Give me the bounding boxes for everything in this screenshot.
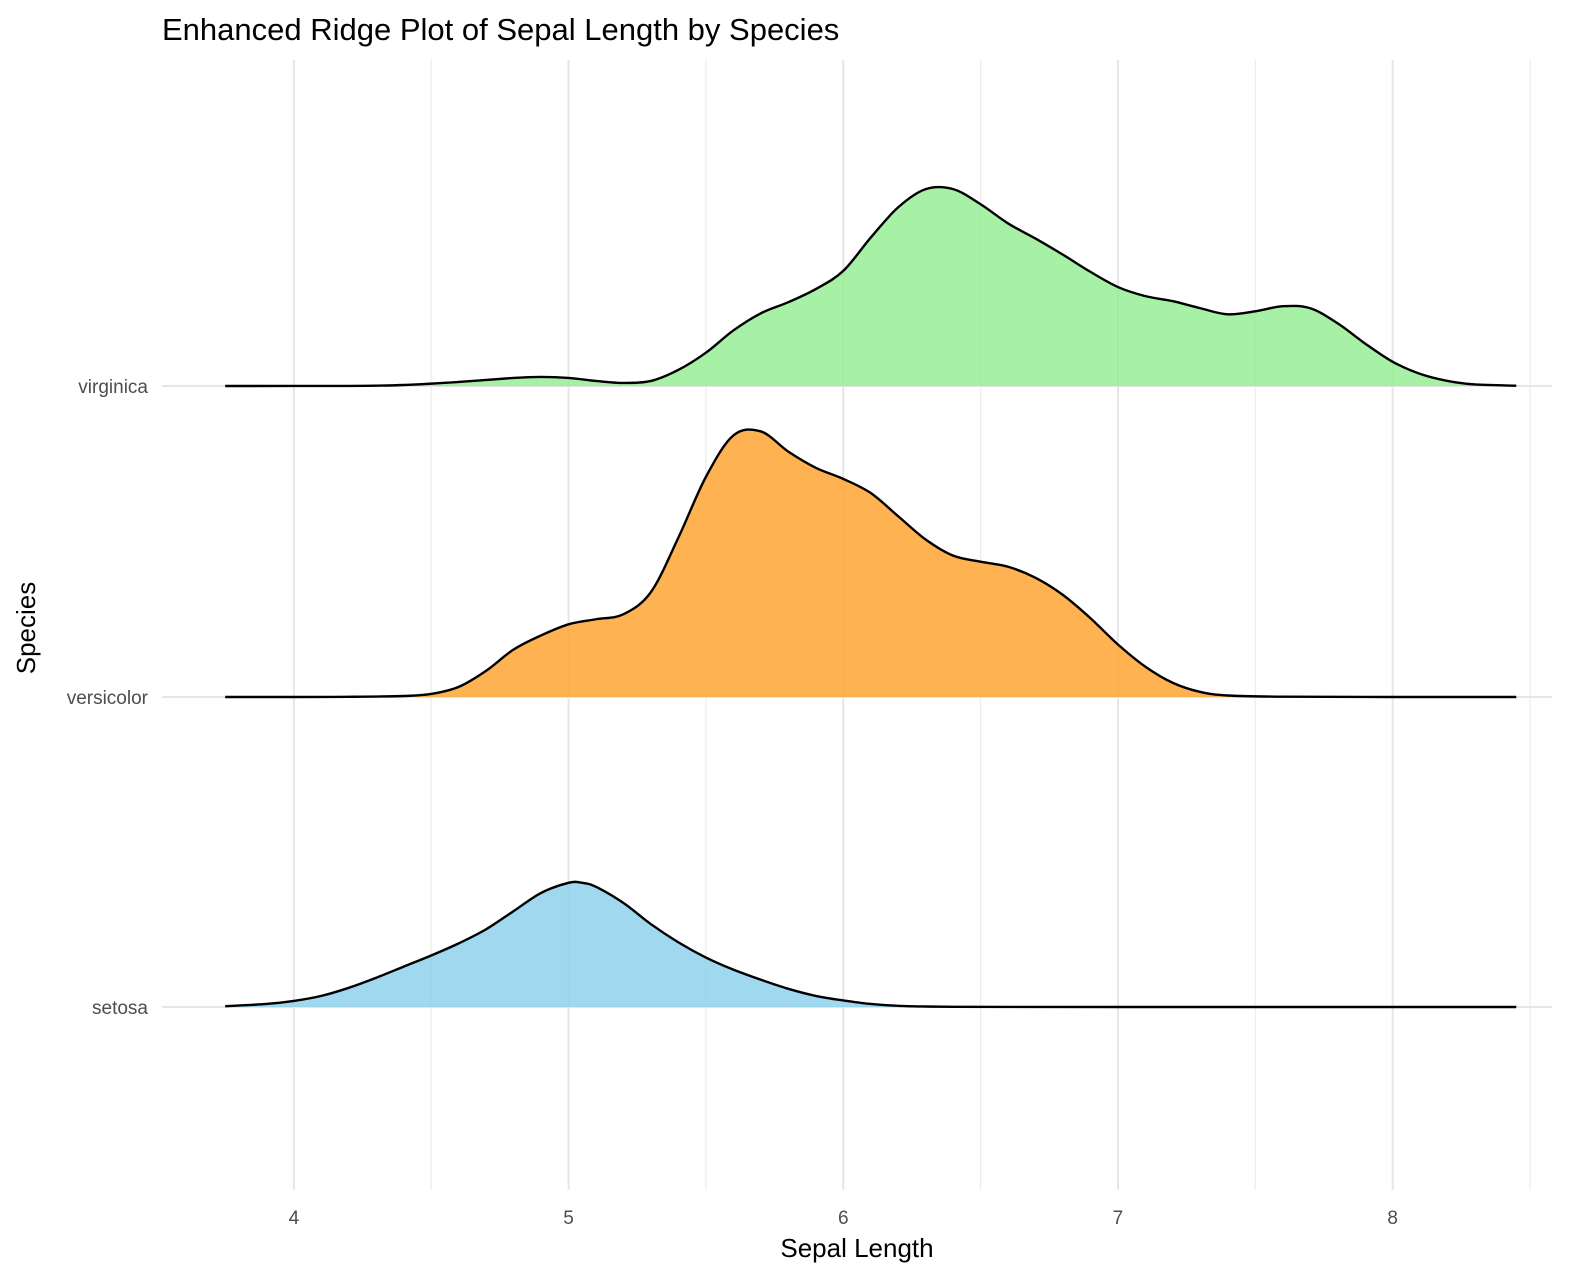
ridge-fill-virginica [225, 187, 1517, 386]
ridge-setosa [225, 880, 1517, 1009]
x-axis-title: Sepal Length [780, 1233, 933, 1263]
ridge-fill-setosa [225, 881, 1517, 1007]
ridge-outline-setosa [225, 880, 1517, 1009]
x-tick-label: 6 [838, 1208, 849, 1229]
ridge-outline-versicolor [225, 428, 1517, 699]
x-tick-label: 5 [563, 1208, 574, 1229]
y-tick-label-versicolor: versicolor [67, 688, 149, 709]
y-tick-label-virginica: virginica [78, 377, 148, 398]
ridge-outline-virginica [225, 185, 1517, 388]
ridge-fill-versicolor [225, 429, 1517, 697]
y-tick-labels: setosa versicolor virginica [67, 377, 149, 1019]
x-tick-label: 4 [289, 1208, 300, 1229]
y-tick-label-setosa: setosa [92, 998, 148, 1019]
ridge-versicolor [225, 428, 1517, 699]
x-tick-labels: 4 5 6 7 8 [289, 1208, 1398, 1229]
x-tick-label: 8 [1387, 1208, 1398, 1229]
x-tick-label: 7 [1113, 1208, 1124, 1229]
y-axis-title: Species [11, 582, 41, 675]
chart-title: Enhanced Ridge Plot of Sepal Length by S… [162, 12, 839, 47]
ridge-virginica [225, 185, 1517, 388]
ridge-layer [225, 185, 1517, 1009]
